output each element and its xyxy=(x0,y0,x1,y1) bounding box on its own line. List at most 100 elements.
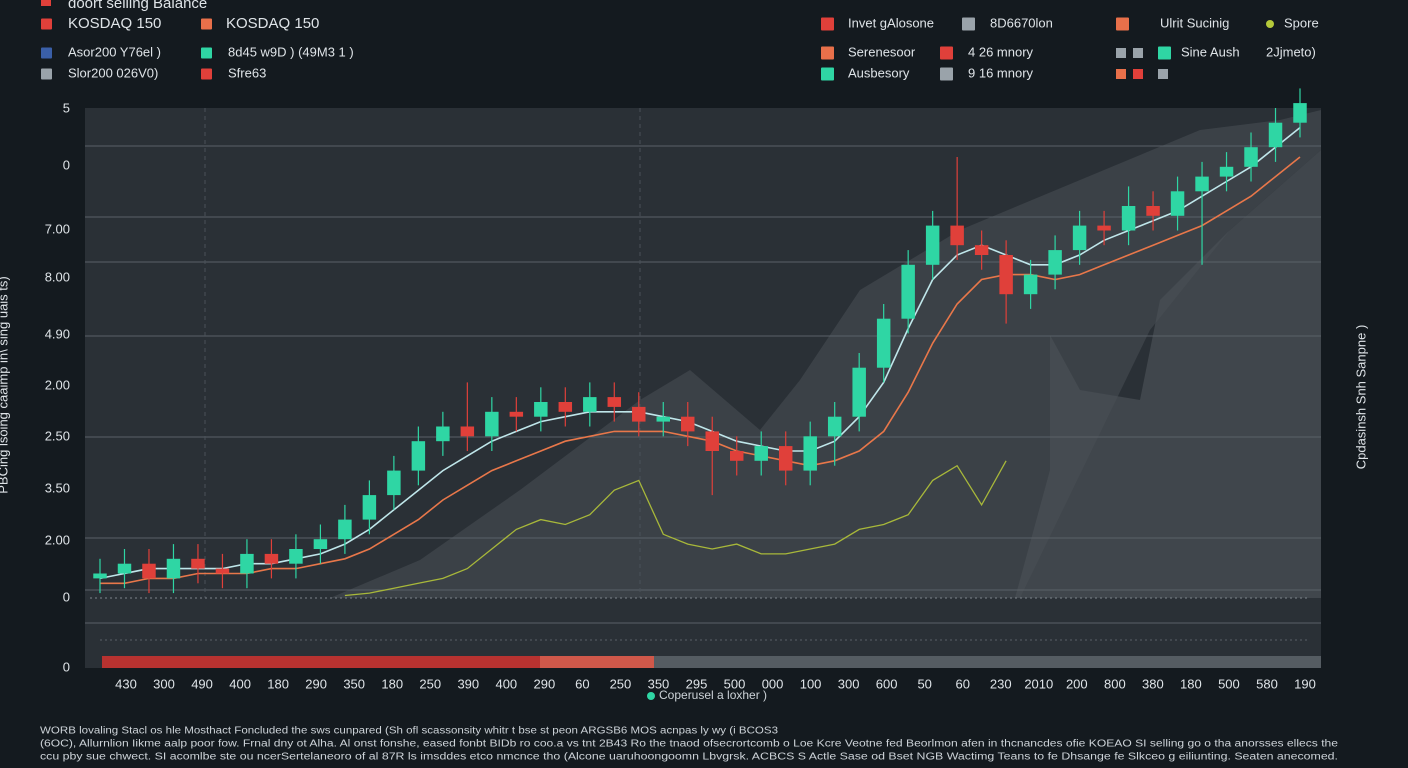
candle-body xyxy=(362,495,377,520)
legend-swatch xyxy=(1116,69,1126,79)
progress-bar xyxy=(540,656,654,668)
x-tick-label: 580 xyxy=(1256,676,1278,691)
x-tick-label: 180 xyxy=(267,676,289,691)
footnote: ccu pby sue chwect. SI acomlbe ste ou nc… xyxy=(40,752,1338,763)
x-tick-label: 350 xyxy=(648,676,670,691)
legend-swatch xyxy=(1158,46,1171,60)
x-tick-label: 100 xyxy=(800,676,822,691)
candle-body xyxy=(754,446,768,461)
candle-body xyxy=(1293,103,1307,123)
legend-swatch xyxy=(201,18,212,30)
candle-body xyxy=(289,549,303,564)
candle-body xyxy=(1244,147,1258,167)
note-dot xyxy=(647,692,655,700)
candle-body xyxy=(1121,206,1136,231)
x-tick-label: 300 xyxy=(838,676,860,691)
x-tick-label: 180 xyxy=(1180,676,1202,691)
footnote: (6OC), Allurnlion Iikme aalp poor fow. F… xyxy=(40,739,1339,750)
legend-label: KOSDAQ 150 xyxy=(226,15,319,32)
legend-swatch xyxy=(41,18,52,30)
candle-body xyxy=(1268,122,1283,148)
legend-swatch xyxy=(821,17,834,31)
x-tick-label: 500 xyxy=(724,676,746,691)
legend-label: Asor200 Y76el ) xyxy=(68,44,161,59)
y-axis-label: PBCing lsoing caaimp in\ sing uais ts) xyxy=(0,276,10,494)
legend-label: Spore xyxy=(1284,15,1319,30)
candle-body xyxy=(1219,166,1234,177)
y-tick-label: 7.00 xyxy=(45,221,70,236)
y-tick-label: 0 xyxy=(63,659,70,674)
legend-label: Slor200 026V0) xyxy=(68,65,158,80)
candle-body xyxy=(583,397,597,412)
candle-body xyxy=(607,397,622,407)
candle-body xyxy=(974,245,989,255)
candle-body xyxy=(803,436,817,471)
legend-label: 2Jjmeto) xyxy=(1266,44,1316,59)
candle-body xyxy=(730,451,744,461)
candle-body xyxy=(117,563,132,574)
candle-body xyxy=(1072,225,1087,251)
candle-body xyxy=(460,426,475,437)
candle-body xyxy=(436,426,450,442)
candle-body xyxy=(1195,176,1209,192)
x-tick-label: 190 xyxy=(1294,676,1316,691)
legend-label: Sine Aush xyxy=(1181,44,1240,59)
candle-body xyxy=(656,416,670,422)
candle-body xyxy=(240,553,254,574)
candle-body xyxy=(313,539,328,549)
legend-swatch xyxy=(1158,69,1168,79)
x-tick-label: 290 xyxy=(534,676,556,691)
legend-swatch xyxy=(1133,48,1143,58)
candle-body xyxy=(999,255,1013,295)
x-tick-label: 295 xyxy=(686,676,708,691)
x-tick-label: 430 xyxy=(115,676,137,691)
candle-body xyxy=(264,553,279,564)
x-tick-label: 800 xyxy=(1104,676,1126,691)
candle-body xyxy=(1023,274,1038,295)
legend-swatch xyxy=(201,47,212,59)
legend-swatch xyxy=(41,68,52,80)
x-note: Coperusel a loxher ) xyxy=(659,688,767,702)
x-tick-label: 500 xyxy=(1218,676,1240,691)
candle-body xyxy=(681,416,695,432)
candle-body xyxy=(950,225,964,246)
legend-label: Serenesoor xyxy=(848,44,916,59)
legend-swatch xyxy=(940,46,953,60)
legend-label: 9 16 mnory xyxy=(968,65,1034,80)
x-tick-label: 390 xyxy=(457,676,479,691)
line-series xyxy=(100,156,1301,585)
candle-body xyxy=(876,318,891,368)
legend-swatch xyxy=(821,67,834,81)
candle-body xyxy=(558,402,573,412)
candle-body xyxy=(925,225,940,265)
y-tick-label: 0 xyxy=(63,157,70,172)
candle-body xyxy=(191,558,205,569)
x-tick-label: 380 xyxy=(1142,676,1164,691)
y2-axis-label: Cpdasinsh Snh Sanpne ) xyxy=(1353,325,1368,470)
candle-body xyxy=(215,568,230,574)
x-tick-label: 230 xyxy=(990,676,1012,691)
candle-body xyxy=(827,416,842,437)
candle-body xyxy=(1170,191,1185,216)
legend-swatch xyxy=(1116,17,1129,31)
legend-label: Sfre63 xyxy=(228,65,266,80)
y-tick-label: 2.00 xyxy=(45,532,70,547)
legend-label: Ausbesory xyxy=(848,65,910,80)
candle-body xyxy=(632,406,646,422)
x-tick-label: 200 xyxy=(1066,676,1088,691)
candle-body xyxy=(142,563,156,579)
legend-swatch xyxy=(201,68,212,80)
x-tick-label: 600 xyxy=(876,676,898,691)
candle-body xyxy=(901,264,915,319)
x-tick-label: 290 xyxy=(305,676,327,691)
legend-label: 8d45 w9D ) (49M3 1 ) xyxy=(228,44,354,59)
candle-body xyxy=(411,441,426,471)
candle-body xyxy=(166,558,181,579)
legend-label: KOSDAQ 150 xyxy=(68,15,161,32)
y-tick-label: 8.00 xyxy=(45,269,70,284)
x-tick-label: 2010 xyxy=(1024,676,1053,691)
candle-body xyxy=(1146,206,1160,216)
progress-bar xyxy=(654,656,1321,668)
legend-label: Invet gAlosone xyxy=(848,15,934,30)
